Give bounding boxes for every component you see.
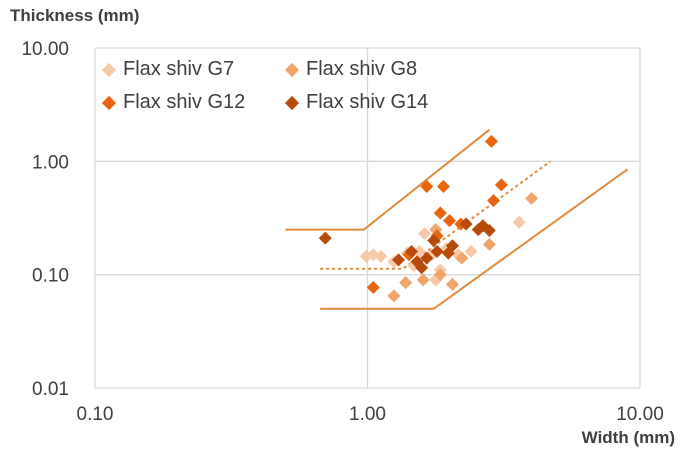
data-point	[418, 227, 432, 241]
data-point	[482, 224, 496, 238]
trend-line	[320, 160, 552, 270]
legend: Flax shiv G7 Flax shiv G8 Flax shiv G12 …	[101, 58, 470, 114]
data-point	[399, 276, 413, 290]
data-point	[366, 281, 380, 295]
legend-marker-g7	[101, 62, 117, 77]
data-point	[525, 191, 539, 205]
x-tick-label: 0.10	[77, 404, 114, 425]
data-point	[392, 253, 406, 267]
data-point	[412, 245, 426, 259]
data-point	[459, 217, 473, 231]
legend-label-g7: Flax shiv G7	[123, 58, 235, 80]
data-point	[445, 239, 459, 253]
data-point	[374, 249, 388, 263]
data-points	[318, 134, 539, 303]
y-tick-label: 0.01	[32, 379, 69, 400]
legend-item-g14: Flax shiv G14	[284, 91, 470, 114]
data-point	[433, 206, 447, 220]
data-point	[416, 273, 430, 287]
data-point	[318, 231, 332, 245]
data-point	[404, 245, 418, 259]
data-point	[427, 234, 441, 248]
data-point	[387, 289, 401, 303]
y-tick-label: 10.00	[21, 39, 69, 60]
grid	[94, 47, 641, 389]
legend-item-g8: Flax shiv G8	[284, 58, 470, 81]
data-point	[420, 251, 434, 265]
envelope-lines	[285, 128, 629, 310]
data-point	[420, 179, 434, 193]
x-tick-label: 1.00	[349, 404, 386, 425]
data-point	[464, 245, 478, 259]
x-tick-label: 10.00	[616, 404, 664, 425]
y-tick-label: 0.10	[32, 266, 69, 287]
tick-labels: 0.01 0.10 1.00 10.00 0.10 1.00 10.00	[21, 39, 663, 425]
data-point	[455, 251, 469, 265]
data-point	[445, 277, 459, 291]
legend-label-g12: Flax shiv G12	[123, 91, 246, 113]
data-point	[443, 214, 457, 228]
legend-item-g12: Flax shiv G12	[101, 91, 287, 114]
data-point	[415, 261, 429, 275]
legend-label-g8: Flax shiv G8	[306, 58, 418, 80]
data-point	[436, 179, 450, 193]
legend-label-g14: Flax shiv G14	[306, 91, 429, 113]
envelope-line	[320, 168, 629, 310]
x-axis-title: Width (mm)	[581, 428, 675, 447]
data-point	[484, 134, 498, 148]
envelope-line	[285, 128, 491, 231]
legend-marker-g12	[101, 95, 117, 110]
data-point	[494, 178, 508, 192]
legend-marker-g8	[284, 62, 300, 77]
y-tick-label: 1.00	[32, 152, 69, 173]
data-point	[512, 215, 526, 229]
legend-item-g7: Flax shiv G7	[101, 58, 287, 81]
data-point	[430, 245, 444, 259]
data-point	[482, 237, 496, 251]
y-axis-title: Thickness (mm)	[10, 6, 140, 25]
data-point	[487, 194, 501, 208]
legend-marker-g14	[284, 95, 300, 110]
data-point	[433, 268, 447, 282]
